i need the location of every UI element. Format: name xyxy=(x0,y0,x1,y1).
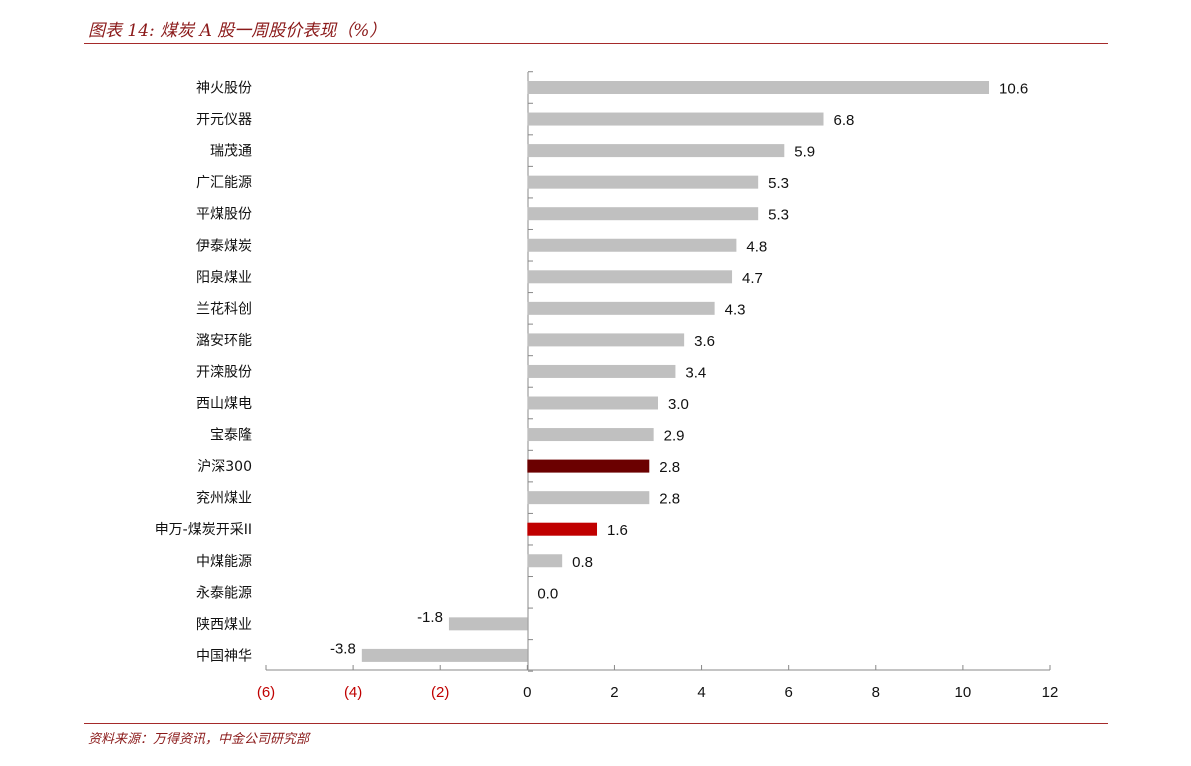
chart-title: 图表 14: 煤炭 A 股一周股价表现（%） xyxy=(88,21,387,41)
bar xyxy=(527,270,733,284)
category-label: 阳泉煤业 xyxy=(196,269,252,286)
header-divider xyxy=(84,43,1108,44)
value-label: 0.0 xyxy=(537,585,558,602)
value-label: 3.6 xyxy=(694,333,715,350)
category-label: 兖州煤业 xyxy=(196,491,252,507)
value-label: 5.3 xyxy=(768,175,789,192)
bar xyxy=(527,459,650,473)
value-label: -1.8 xyxy=(417,609,443,626)
x-tick-label: 6 xyxy=(784,684,792,701)
value-label: 10.6 xyxy=(999,81,1028,98)
value-label: 3.4 xyxy=(685,364,706,381)
x-tick-label: 0 xyxy=(523,684,531,701)
value-label: 2.8 xyxy=(659,491,680,508)
category-label: 兰花科创 xyxy=(196,301,252,317)
bar xyxy=(527,396,658,410)
category-label: 中国神华 xyxy=(196,648,252,664)
value-label: 4.8 xyxy=(746,238,767,255)
category-label: 潞安环能 xyxy=(196,333,252,349)
category-label: 开滦股份 xyxy=(196,364,252,380)
footer-divider xyxy=(84,723,1108,724)
value-label: 1.6 xyxy=(607,522,628,539)
category-label: 瑞茂通 xyxy=(210,143,252,160)
value-label: 4.3 xyxy=(725,301,746,318)
x-tick-label: 4 xyxy=(697,684,705,701)
value-label: 5.9 xyxy=(794,144,815,161)
category-label: 陕西煤业 xyxy=(196,617,252,633)
value-label: 6.8 xyxy=(834,112,855,129)
bar xyxy=(527,301,715,315)
category-label: 西山煤电 xyxy=(196,396,252,412)
bar xyxy=(448,617,528,631)
value-label: 2.8 xyxy=(659,459,680,476)
bar xyxy=(527,207,759,221)
bar xyxy=(527,364,676,378)
bar xyxy=(527,144,785,158)
bar xyxy=(527,491,650,505)
value-label: 5.3 xyxy=(768,207,789,224)
category-label: 中煤能源 xyxy=(196,554,252,570)
x-tick-label: 2 xyxy=(610,684,618,701)
category-label: 神火股份 xyxy=(196,81,252,97)
bar xyxy=(527,175,759,189)
x-tick-label: (6) xyxy=(257,684,275,701)
x-tick-label: (4) xyxy=(344,684,362,701)
value-label: 0.8 xyxy=(572,554,593,571)
source-note: 资料来源：万得资讯，中金公司研究部 xyxy=(88,732,310,747)
category-label: 开元仪器 xyxy=(196,112,252,128)
bar xyxy=(527,238,737,252)
category-label: 沪深300 xyxy=(197,459,252,475)
category-label: 宝泰隆 xyxy=(210,428,252,444)
bar xyxy=(527,554,563,568)
category-label: 平煤股份 xyxy=(196,207,252,223)
bar xyxy=(527,333,685,347)
value-label: 2.9 xyxy=(664,428,685,445)
bar xyxy=(527,522,598,536)
category-label: 伊泰煤炭 xyxy=(196,238,252,254)
value-label: 3.0 xyxy=(668,396,689,413)
x-tick-label: 10 xyxy=(955,684,972,701)
bar xyxy=(361,648,528,662)
x-tick-label: (2) xyxy=(431,684,449,701)
category-label: 申万-煤炭开采II xyxy=(155,522,252,538)
value-label: 4.7 xyxy=(742,270,763,287)
value-label: -3.8 xyxy=(330,640,356,657)
bar xyxy=(527,112,824,126)
x-tick-label: 12 xyxy=(1042,684,1059,701)
x-tick-label: 8 xyxy=(872,684,880,701)
bar xyxy=(527,81,990,94)
bar xyxy=(527,428,654,442)
category-label: 永泰能源 xyxy=(196,585,252,601)
category-label: 广汇能源 xyxy=(196,175,252,191)
